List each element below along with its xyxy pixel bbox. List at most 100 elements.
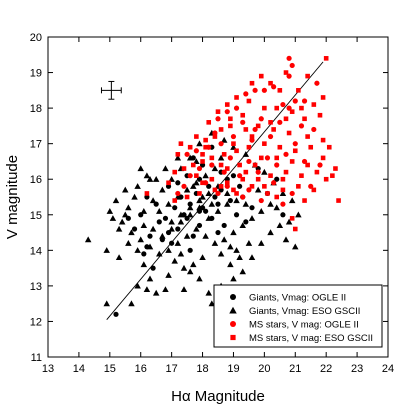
data-point xyxy=(227,197,233,204)
data-point xyxy=(203,137,208,143)
x-tick-label: 16 xyxy=(135,363,147,375)
data-point xyxy=(277,88,283,93)
data-point xyxy=(202,172,209,179)
series-2 xyxy=(175,55,323,207)
data-point xyxy=(302,116,307,122)
data-point xyxy=(115,225,123,232)
data-point xyxy=(280,212,286,218)
data-point xyxy=(254,186,262,193)
data-point xyxy=(122,211,129,218)
data-point xyxy=(174,239,182,246)
legend-marker xyxy=(230,321,236,327)
data-point xyxy=(233,247,240,253)
x-tick-label: 18 xyxy=(196,363,208,375)
data-point xyxy=(177,211,185,218)
data-point xyxy=(299,173,304,178)
data-point xyxy=(262,141,267,146)
data-point xyxy=(227,261,234,268)
data-point xyxy=(296,184,301,189)
data-point xyxy=(171,257,178,264)
data-point xyxy=(240,176,246,182)
data-point xyxy=(285,218,293,225)
data-point xyxy=(305,73,310,79)
data-point xyxy=(249,134,255,139)
data-point xyxy=(196,275,203,282)
data-point xyxy=(234,148,239,154)
data-point xyxy=(156,250,163,257)
data-point xyxy=(178,141,184,146)
data-point xyxy=(206,120,212,125)
data-point xyxy=(240,194,246,200)
data-point xyxy=(282,236,290,243)
data-point xyxy=(268,120,273,125)
data-point xyxy=(215,116,221,122)
x-axis-title: Hα Magnitude xyxy=(171,388,265,405)
data-point xyxy=(106,207,114,214)
data-point xyxy=(190,183,197,189)
data-point xyxy=(283,169,289,175)
data-point xyxy=(180,286,188,293)
y-tick-label: 18 xyxy=(30,103,42,115)
data-point xyxy=(218,127,224,132)
data-point xyxy=(330,173,335,178)
data-point xyxy=(227,243,234,250)
data-point xyxy=(137,165,144,172)
data-point xyxy=(190,233,196,239)
data-point xyxy=(224,180,230,186)
data-point xyxy=(172,169,178,175)
data-point xyxy=(267,133,274,140)
data-point xyxy=(187,247,193,253)
data-point xyxy=(268,80,273,86)
data-point xyxy=(228,123,233,129)
data-point xyxy=(264,155,271,161)
data-point xyxy=(186,211,194,218)
data-point xyxy=(258,73,264,79)
data-point xyxy=(112,197,120,204)
data-point xyxy=(212,134,218,139)
data-point xyxy=(149,225,157,232)
data-point xyxy=(122,186,129,193)
data-point xyxy=(168,175,175,182)
data-point xyxy=(209,155,215,161)
data-point xyxy=(280,201,286,207)
data-point xyxy=(323,56,329,61)
data-point xyxy=(273,204,280,211)
data-point xyxy=(286,130,292,136)
data-point xyxy=(212,194,218,200)
data-point xyxy=(301,98,308,104)
y-tick-label: 20 xyxy=(30,32,42,44)
data-point xyxy=(243,91,249,97)
data-point xyxy=(267,229,274,236)
data-point xyxy=(196,197,203,204)
data-point xyxy=(199,254,206,261)
data-point xyxy=(240,119,246,125)
data-point xyxy=(224,200,231,207)
data-point xyxy=(211,165,219,172)
data-point xyxy=(206,183,212,189)
data-point xyxy=(277,119,283,125)
data-point xyxy=(242,200,250,207)
data-point xyxy=(274,162,280,168)
data-point xyxy=(194,134,199,139)
data-point xyxy=(279,190,287,197)
data-point xyxy=(140,222,148,229)
data-point xyxy=(146,175,154,182)
data-point xyxy=(317,162,323,168)
data-point xyxy=(177,218,185,225)
data-point xyxy=(233,212,240,218)
data-point xyxy=(305,134,310,139)
data-point xyxy=(280,187,286,193)
data-point xyxy=(292,141,298,147)
data-point xyxy=(159,232,166,239)
data-point xyxy=(200,152,205,157)
data-point xyxy=(193,225,200,232)
data-point xyxy=(311,187,317,193)
data-point xyxy=(140,207,148,214)
data-point xyxy=(230,173,237,179)
data-point xyxy=(152,175,160,182)
data-point xyxy=(193,158,200,165)
data-point xyxy=(280,101,286,108)
x-tick-label: 23 xyxy=(351,363,363,375)
legend: Giants, Vmag: OGLE II Giants, Vmag: ESO G… xyxy=(213,284,383,348)
data-point xyxy=(141,251,147,257)
